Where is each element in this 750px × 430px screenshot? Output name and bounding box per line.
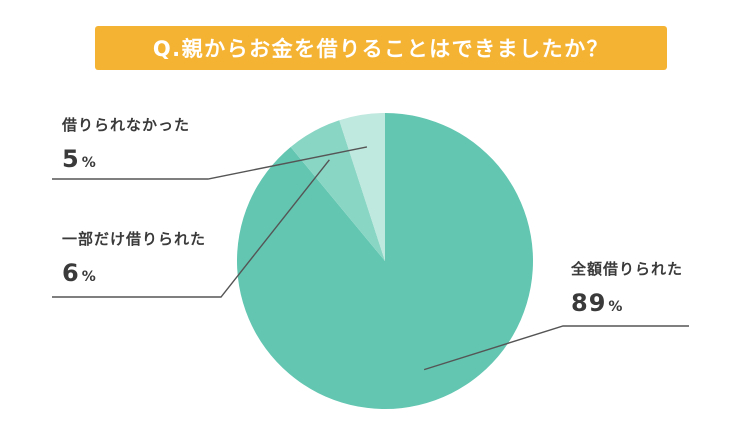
pie-slice-partial [290, 120, 385, 261]
slice-value-partial: 6% [62, 259, 97, 287]
slice-label-partial: 一部だけ借りられた [62, 230, 207, 248]
callout-partial: 一部だけ借りられた 6% [62, 228, 206, 287]
callout-not-borrowed: 借りられなかった 5% [62, 114, 190, 173]
slice-label-full: 全額借りられた [571, 260, 684, 278]
slice-value-full: 89% [571, 289, 624, 317]
slice-value-not-borrowed: 5% [62, 145, 97, 173]
leader-line-full [423, 325, 689, 371]
title-banner: Q.親からお金を借りることはできましたか？ [95, 26, 667, 70]
leader-line-not-borrowed [52, 146, 368, 180]
chart-title: Q.親からお金を借りることはできましたか？ [152, 37, 610, 61]
slice-label-not-borrowed: 借りられなかった [62, 116, 191, 134]
callout-full: 全額借りられた 89% [571, 258, 683, 317]
leader-line-partial [52, 159, 330, 298]
